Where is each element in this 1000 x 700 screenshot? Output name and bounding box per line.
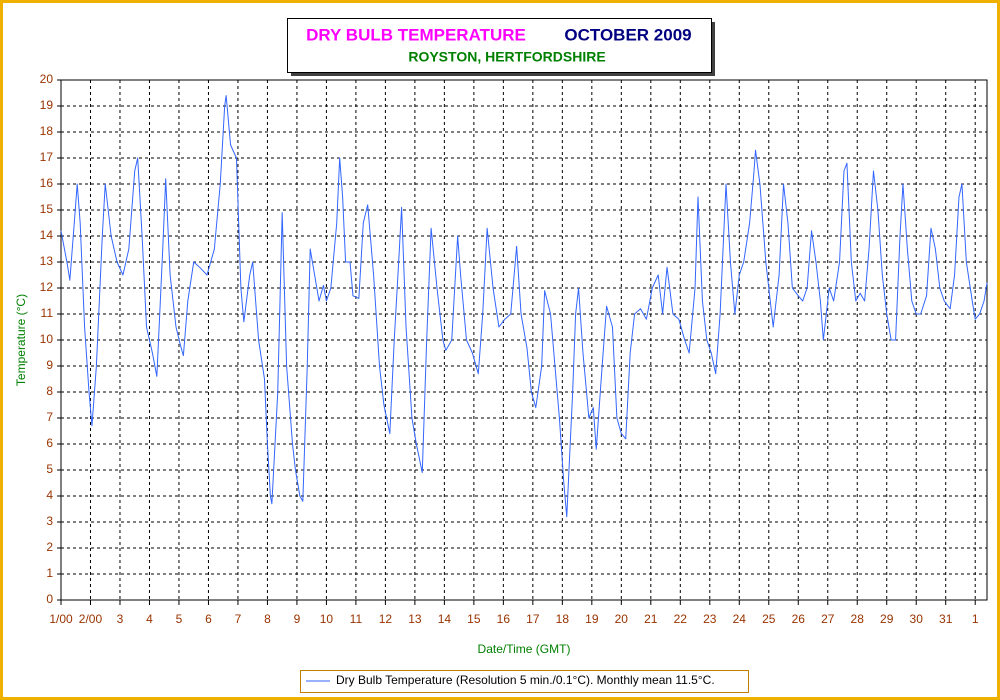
x-tick-label: 3: [117, 612, 124, 626]
x-tick-label: 7: [235, 612, 242, 626]
x-tick-label: 13: [408, 612, 422, 626]
y-tick-label: 19: [40, 98, 54, 112]
y-tick-label: 11: [41, 306, 54, 320]
legend: Dry Bulb Temperature (Resolution 5 min./…: [306, 673, 715, 687]
y-tick-label: 6: [46, 436, 53, 450]
chart-title: DRY BULB TEMPERATURE: [306, 25, 526, 44]
x-tick-label: 31: [939, 612, 953, 626]
y-tick-label: 12: [40, 280, 54, 294]
x-tick-label: 2/00: [79, 612, 103, 626]
x-tick-label: 1: [972, 612, 979, 626]
x-tick-label: 4: [146, 612, 153, 626]
x-tick-label: 29: [880, 612, 894, 626]
y-tick-label: 7: [46, 410, 53, 424]
x-tick-label: 21: [644, 612, 658, 626]
y-tick-label: 1: [46, 566, 53, 580]
x-tick-label: 28: [851, 612, 865, 626]
y-tick-label: 20: [40, 72, 54, 86]
y-tick-label: 2: [46, 540, 53, 554]
y-tick-label: 17: [40, 150, 54, 164]
y-tick-label: 18: [40, 124, 54, 138]
x-tick-label: 23: [703, 612, 717, 626]
y-tick-label: 0: [46, 592, 53, 606]
x-tick-label: 19: [585, 612, 599, 626]
x-tick-label: 17: [526, 612, 540, 626]
chart-subtitle: ROYSTON, HERTFORDSHIRE: [408, 49, 605, 65]
x-tick-label: 18: [556, 612, 570, 626]
x-tick-label: 16: [497, 612, 511, 626]
y-tick-label: 8: [46, 384, 53, 398]
y-tick-label: 4: [46, 488, 53, 502]
x-axis-label: Date/Time (GMT): [478, 642, 571, 656]
data-line: [60, 95, 988, 518]
y-axis-label: Temperature (°C): [14, 294, 28, 386]
x-tick-label: 25: [762, 612, 776, 626]
x-tick-label: 24: [733, 612, 747, 626]
x-tick-label: 8: [264, 612, 271, 626]
x-tick-label: 14: [438, 612, 452, 626]
legend-label: Dry Bulb Temperature (Resolution 5 min./…: [336, 673, 715, 687]
x-tick-label: 20: [615, 612, 629, 626]
x-tick-label: 1/00: [49, 612, 73, 626]
x-tick-label: 26: [792, 612, 806, 626]
y-tick-label: 13: [40, 254, 54, 268]
y-tick-label: 5: [46, 462, 53, 476]
x-tick-label: 12: [379, 612, 393, 626]
y-tick-label: 9: [46, 358, 53, 372]
x-tick-label: 11: [350, 612, 363, 626]
chart-title-period: OCTOBER 2009: [564, 25, 691, 44]
plot-area: [60, 95, 988, 518]
plot-border: [60, 79, 988, 601]
title-box: [287, 18, 712, 73]
x-tick-label: 6: [205, 612, 212, 626]
y-tick-label: 3: [46, 514, 53, 528]
x-tick-label: 5: [176, 612, 183, 626]
x-tick-label: 22: [674, 612, 688, 626]
x-tick-label: 27: [821, 612, 835, 626]
legend-box: [300, 670, 749, 693]
x-tick-label: 9: [294, 612, 301, 626]
x-tick-label: 10: [320, 612, 334, 626]
y-tick-label: 15: [40, 202, 54, 216]
y-tick-label: 16: [40, 176, 54, 190]
y-tick-label: 14: [40, 228, 54, 242]
y-tick-label: 10: [40, 332, 54, 346]
x-tick-label: 15: [467, 612, 481, 626]
x-tick-label: 30: [910, 612, 924, 626]
